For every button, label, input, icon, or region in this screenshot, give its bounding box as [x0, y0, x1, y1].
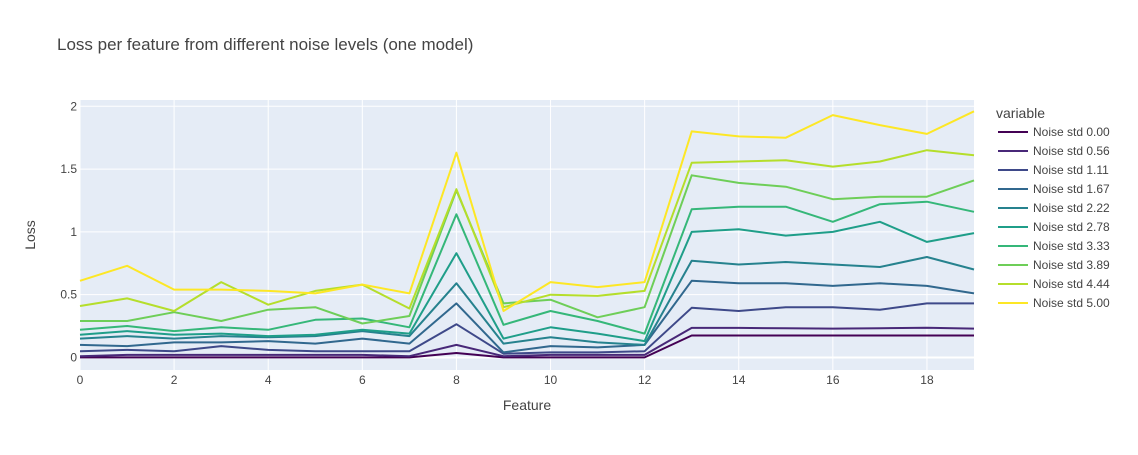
series-line-5	[79, 220, 975, 343]
series-line-0	[80, 334, 974, 359]
x-tick-label: 14	[732, 373, 746, 387]
legend-item[interactable]: Noise std 1.67	[998, 182, 1110, 196]
x-tick-label: 12	[638, 373, 652, 387]
legend-label: Noise std 0.00	[1033, 125, 1110, 139]
x-tick-label: 10	[544, 373, 558, 387]
x-tick-label: 18	[920, 373, 934, 387]
legend-item[interactable]: Noise std 0.00	[998, 125, 1110, 139]
legend-item[interactable]: Noise std 3.89	[998, 258, 1110, 272]
y-axis-label: Loss	[22, 220, 38, 250]
legend-items[interactable]: Noise std 0.00 Noise std 0.56 Noise std 1.…	[998, 125, 1110, 310]
legend-label: Noise std 1.67	[1033, 182, 1110, 196]
y-tick-label: 1	[70, 225, 77, 239]
legend-label: Noise std 1.11	[1033, 163, 1109, 177]
x-tick-label: 4	[265, 373, 272, 387]
y-tick-label: 0	[70, 350, 77, 364]
series-line-6	[79, 200, 975, 335]
legend-item[interactable]: Noise std 1.11	[998, 163, 1109, 177]
legend-label: Noise std 2.22	[1033, 201, 1110, 215]
legend-title: variable	[996, 105, 1045, 121]
legend-label: Noise std 4.44	[1033, 277, 1110, 291]
x-tick-label: 0	[77, 373, 84, 387]
plot-area	[80, 100, 974, 370]
series-line-9	[79, 110, 975, 312]
series-line-1	[79, 326, 975, 358]
x-tick-label: 6	[359, 373, 366, 387]
legend-label: Noise std 5.00	[1033, 296, 1110, 310]
legend-item[interactable]: Noise std 2.78	[998, 220, 1110, 234]
y-axis-ticks: 0 0.5 1 1.5 2	[60, 99, 77, 364]
x-axis-ticks: 0 2 4 6 8 10 12 14 16 18	[77, 373, 934, 387]
x-tick-label: 8	[453, 373, 460, 387]
chart-title: Loss per feature from different noise le…	[57, 35, 473, 54]
y-tick-label: 2	[70, 99, 77, 113]
series-line-3	[79, 279, 975, 354]
series-line-4	[79, 256, 975, 346]
legend-item[interactable]: Noise std 4.44	[998, 277, 1110, 291]
series-line-8	[79, 149, 975, 312]
legend-label: Noise std 2.78	[1033, 220, 1110, 234]
legend-label: Noise std 0.56	[1033, 144, 1110, 158]
x-tick-label: 16	[826, 373, 840, 387]
legend-label: Noise std 3.33	[1033, 239, 1110, 253]
legend-item[interactable]: Noise std 0.56	[998, 144, 1110, 158]
y-tick-label: 1.5	[60, 162, 77, 176]
series-line-2	[79, 302, 974, 355]
legend-label: Noise std 3.89	[1033, 258, 1110, 272]
x-axis-label: Feature	[503, 397, 551, 413]
legend-item[interactable]: Noise std 3.33	[998, 239, 1110, 253]
series-layer	[79, 110, 975, 359]
legend-item[interactable]: Noise std 2.22	[998, 201, 1110, 215]
y-tick-label: 0.5	[60, 288, 77, 302]
legend-item[interactable]: Noise std 5.00	[998, 296, 1110, 310]
x-tick-label: 2	[171, 373, 178, 387]
